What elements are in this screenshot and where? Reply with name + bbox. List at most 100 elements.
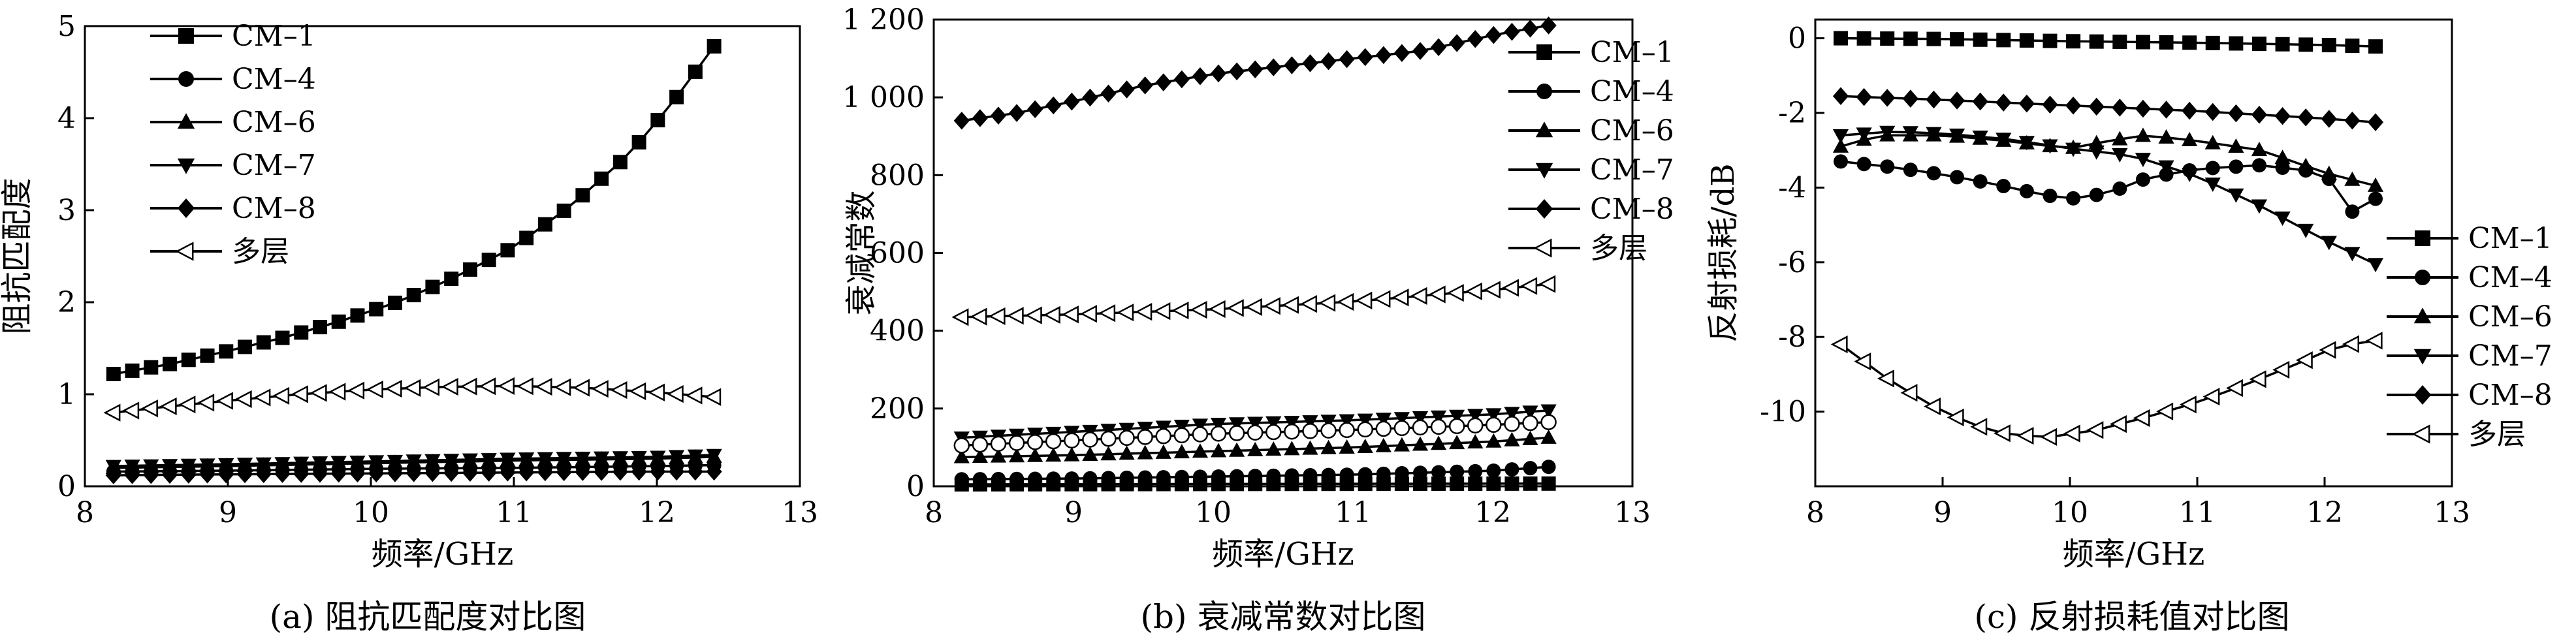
data-point bbox=[238, 339, 253, 354]
data-point bbox=[518, 452, 535, 467]
data-point bbox=[1832, 87, 1849, 106]
data-point bbox=[2321, 236, 2337, 251]
data-point bbox=[1540, 404, 1557, 419]
data-point bbox=[275, 330, 290, 345]
legend-label: CM–8 bbox=[2468, 379, 2552, 412]
data-point bbox=[669, 450, 685, 465]
legend-marker bbox=[177, 158, 195, 174]
data-point bbox=[1391, 289, 1409, 307]
data-point bbox=[2066, 191, 2081, 206]
data-point bbox=[631, 462, 647, 481]
series-CM–4 bbox=[1834, 154, 2383, 219]
series-CM–7 bbox=[105, 448, 722, 475]
data-point bbox=[1284, 441, 1300, 456]
x-tick-label: 12 bbox=[1474, 496, 1511, 529]
data-point bbox=[1190, 301, 1207, 319]
data-point bbox=[2345, 39, 2360, 54]
data-point bbox=[2251, 37, 2266, 52]
data-point bbox=[1972, 131, 1988, 146]
data-point bbox=[951, 308, 969, 326]
y-tick-label: -6 bbox=[1778, 246, 1806, 279]
data-point bbox=[2065, 97, 2082, 115]
data-point bbox=[1339, 50, 1355, 69]
data-point bbox=[1412, 42, 1429, 60]
data-point bbox=[1541, 460, 1556, 475]
legend-label: CM–6 bbox=[2468, 300, 2552, 334]
data-point bbox=[425, 279, 440, 294]
data-point bbox=[990, 448, 1007, 463]
legend-label: CM–4 bbox=[1590, 75, 1674, 108]
legend-label: CM–1 bbox=[232, 20, 316, 53]
data-point bbox=[2066, 34, 2081, 49]
data-point bbox=[181, 352, 196, 367]
data-point bbox=[1522, 20, 1538, 38]
data-point bbox=[1192, 67, 1209, 86]
y-tick-label: 3 bbox=[57, 194, 76, 227]
data-point bbox=[2274, 211, 2291, 227]
data-point bbox=[1856, 31, 1871, 46]
data-point bbox=[140, 399, 158, 418]
data-point bbox=[159, 397, 177, 416]
data-point bbox=[631, 450, 647, 465]
data-point bbox=[1046, 471, 1061, 486]
data-point bbox=[2182, 101, 2198, 120]
legend-marker bbox=[1533, 238, 1552, 258]
data-point bbox=[385, 379, 402, 398]
legend-item: CM–4 bbox=[2387, 261, 2552, 294]
data-point bbox=[591, 380, 609, 398]
data-point bbox=[1027, 100, 1043, 119]
data-point bbox=[1430, 435, 1447, 450]
data-point bbox=[669, 462, 685, 481]
data-point bbox=[404, 379, 421, 398]
y-tick-label: -2 bbox=[1778, 97, 1806, 130]
data-point bbox=[518, 463, 535, 482]
y-tick-label: 400 bbox=[870, 315, 925, 348]
x-tick-label: 8 bbox=[1806, 496, 1824, 529]
x-tick-label: 13 bbox=[1614, 496, 1651, 529]
data-point bbox=[144, 360, 159, 375]
data-point bbox=[1993, 424, 2011, 443]
data-point bbox=[1284, 423, 1300, 440]
data-point bbox=[1950, 170, 1965, 185]
y-tick-label: 2 bbox=[57, 286, 76, 319]
data-point bbox=[537, 217, 552, 232]
data-point bbox=[2251, 105, 2268, 124]
data-point bbox=[1926, 166, 1941, 181]
data-point bbox=[161, 465, 178, 484]
series-CM–7 bbox=[1832, 125, 2384, 273]
data-point bbox=[441, 377, 458, 396]
data-point bbox=[1248, 469, 1263, 484]
data-point bbox=[1394, 466, 1409, 481]
data-point bbox=[2228, 188, 2244, 203]
legend-marker bbox=[177, 113, 195, 129]
data-point bbox=[498, 377, 515, 396]
data-point bbox=[650, 450, 666, 465]
data-point bbox=[2158, 129, 2174, 144]
data-point bbox=[2086, 421, 2104, 439]
data-point bbox=[1137, 76, 1153, 95]
data-point bbox=[2133, 409, 2150, 428]
data-point bbox=[1834, 154, 1848, 169]
data-point bbox=[1229, 442, 1245, 457]
data-point bbox=[1171, 302, 1189, 320]
series-多层 bbox=[1830, 332, 2383, 446]
series-CM–8 bbox=[1832, 87, 2384, 132]
legend-marker bbox=[178, 71, 194, 87]
data-point bbox=[349, 455, 366, 470]
data-point bbox=[1950, 32, 1965, 47]
data-point bbox=[1948, 91, 1965, 110]
data-point bbox=[253, 388, 271, 407]
data-point bbox=[2204, 134, 2221, 149]
data-point bbox=[650, 113, 665, 128]
data-point bbox=[1431, 465, 1446, 480]
legend-label: 多层 bbox=[2468, 418, 2526, 451]
data-point bbox=[2112, 181, 2127, 196]
x-axis-label: 频率/GHz bbox=[1212, 536, 1354, 572]
data-point bbox=[2204, 178, 2221, 193]
data-point bbox=[2345, 204, 2360, 219]
data-point bbox=[1045, 433, 1062, 450]
series-unnamed bbox=[953, 414, 1557, 454]
data-point bbox=[1300, 295, 1318, 313]
chart-caption: (a) 阻抗匹配度对比图 bbox=[270, 598, 586, 636]
data-point bbox=[1393, 437, 1410, 452]
